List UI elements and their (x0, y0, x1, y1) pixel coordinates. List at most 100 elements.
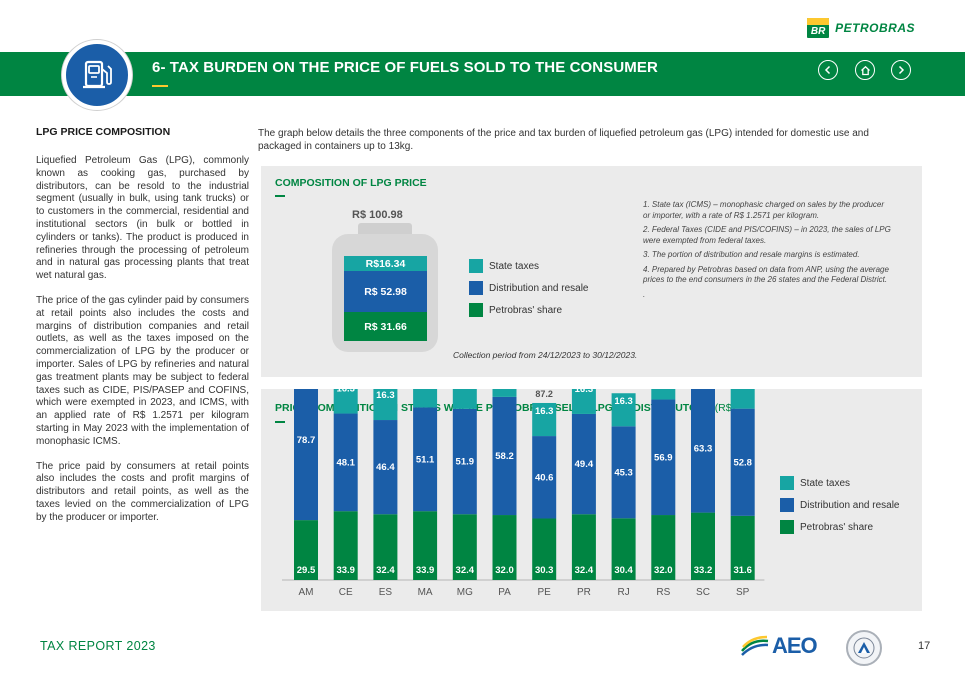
aeo-swoosh-icon (741, 635, 769, 656)
bar-ce-distribution-and-resale (333, 413, 358, 512)
data-label-mg-state-taxes: 16.3 (456, 389, 475, 390)
data-label-es-petrobras-share: 32.4 (376, 565, 395, 576)
tick-label-es: ES (379, 587, 393, 598)
bar-pa-petrobras-share (492, 515, 517, 580)
chevron-left-icon (824, 65, 831, 75)
bar-mg-state-taxes (452, 389, 477, 409)
data-label-ce-petrobras-share: 33.9 (336, 565, 355, 576)
bar-ma-petrobras-share (413, 511, 438, 580)
bar-rj-state-taxes (611, 393, 636, 427)
data-label-mg-petrobras-share: 32.4 (456, 565, 475, 576)
aeo-logo: AEO (740, 633, 818, 659)
bar-mg-petrobras-share (452, 514, 477, 580)
note-2: 2. Federal Taxes (CIDE and PIS/COFINS) –… (643, 225, 891, 245)
bar-rs-petrobras-share (651, 515, 676, 580)
lpg-paragraph-3: The price paid by consumers at retail po… (36, 460, 249, 523)
bar-es-distribution-and-resale (373, 420, 398, 515)
report-name: TAX REPORT 2023 (40, 639, 156, 653)
bar-sp-distribution-and-resale (730, 408, 755, 516)
petrobras-logo: BR (807, 18, 830, 38)
lpg-text-column: LPG PRICE COMPOSITION Liquefied Petroleu… (36, 126, 249, 537)
bar-pe-petrobras-share (532, 518, 557, 580)
states-chart-panel: PRICE COMPOSITION IN STATES WHERE PETROB… (261, 389, 922, 611)
state-taxes-segment: R$16.34 (344, 256, 427, 271)
cylinder-neck (358, 223, 412, 237)
bar-rj-petrobras-share (611, 518, 636, 580)
data-label-sp-petrobras-share: 31.6 (733, 565, 752, 576)
note-3: 3. The portion of distribution and resal… (643, 250, 860, 259)
bar-pr-distribution-and-resale (571, 413, 596, 515)
bar-es-state-taxes (373, 389, 398, 421)
data-label-sp-distribution-and-resale: 52.8 (733, 457, 752, 468)
bar-ma-state-taxes (413, 389, 438, 408)
tick-label-am: AM (299, 587, 314, 598)
tick-label-pe: PE (538, 587, 552, 598)
bar-sp-state-taxes (730, 389, 755, 409)
home-icon (860, 65, 870, 75)
note-1: 1. State tax (ICMS) – monophasic charged… (643, 200, 885, 220)
brand-name: PETROBRAS (835, 21, 915, 35)
data-label-mg-distribution-and-resale: 51.9 (456, 457, 475, 468)
legend-state-taxes: State taxes (469, 259, 589, 273)
notes-trailer: . (643, 289, 646, 299)
bar-pa-state-taxes (492, 389, 517, 397)
data-label-ce-distribution-and-resale: 48.1 (336, 457, 355, 468)
data-label-rj-state-taxes: 16.3 (614, 396, 633, 407)
chart-legend-distribution: Distribution and resale (780, 498, 900, 512)
tick-label-sp: SP (736, 587, 750, 598)
chart-legend-state-taxes: State taxes (780, 476, 900, 490)
data-label-es-state-taxes: 16.3 (376, 390, 395, 401)
lpg-paragraph-2: The price of the gas cylinder paid by co… (36, 294, 249, 447)
bar-es-petrobras-share (373, 514, 398, 580)
bar-rs-distribution-and-resale (651, 399, 676, 516)
tick-label-ce: CE (339, 587, 353, 598)
legend-petrobras: Petrobras' share (469, 303, 589, 317)
chart-legend-petrobras: Petrobras' share (780, 520, 900, 534)
states-chart-title-accent (275, 421, 285, 423)
states-chart-legend: State taxes Distribution and resale Petr… (780, 476, 900, 542)
data-label-pr-petrobras-share: 32.4 (575, 565, 594, 576)
data-label-ma-petrobras-share: 33.9 (416, 565, 435, 576)
title-accent (152, 85, 168, 87)
tick-label-rj: RJ (617, 587, 629, 598)
bar-rj-distribution-and-resale (611, 426, 636, 519)
bar-pa-distribution-and-resale (492, 396, 517, 516)
composition-legend: State taxes Distribution and resale Petr… (469, 259, 589, 325)
data-label-pe-distribution-and-resale: 40.6 (535, 472, 554, 483)
composition-title: COMPOSITION OF LPG PRICE (275, 177, 427, 189)
data-label-sp-state-taxes: 16.3 (733, 389, 752, 390)
lpg-heading: LPG PRICE COMPOSITION (36, 126, 171, 138)
composition-panel: COMPOSITION OF LPG PRICE R$ 100.98 R$16.… (261, 166, 922, 377)
legend-distribution: Distribution and resale (469, 281, 589, 295)
page-number: 17 (918, 640, 931, 652)
data-label-pe-state-taxes: 16.3 (535, 406, 554, 417)
collection-period: Collection period from 24/12/2023 to 30/… (453, 350, 638, 360)
page-title: 6- TAX BURDEN ON THE PRICE OF FUELS SOLD… (152, 59, 658, 76)
data-label-ce-state-taxes: 16.3 (336, 389, 355, 394)
data-label-pa-petrobras-share: 32.0 (495, 565, 514, 576)
composition-title-accent (275, 195, 285, 197)
composition-notes: 1. State tax (ICMS) – monophasic charged… (643, 200, 893, 304)
bar-ce-petrobras-share (333, 511, 358, 580)
bar-pe-state-taxes (532, 402, 557, 437)
bar-am-distribution-and-resale (294, 389, 318, 521)
cylinder-total: R$ 100.98 (352, 209, 403, 221)
certification-seal-icon (846, 630, 882, 666)
next-page-button[interactable] (891, 60, 911, 80)
petrobras-segment: R$ 31.66 (344, 312, 427, 341)
data-label-am-distribution-and-resale: 78.7 (297, 435, 316, 446)
tick-label-mg: MG (457, 587, 473, 598)
tick-label-pa: PA (498, 587, 511, 598)
data-label-sc-distribution-and-resale: 63.3 (694, 443, 713, 454)
bar-pe-distribution-and-resale (532, 436, 557, 519)
data-label-ma-distribution-and-resale: 51.1 (416, 454, 435, 465)
data-label-sc-petrobras-share: 33.2 (694, 565, 713, 576)
tick-label-rs: RS (656, 587, 670, 598)
home-button[interactable] (855, 60, 875, 80)
bar-pr-state-taxes (571, 389, 596, 414)
chevron-right-icon (898, 65, 905, 75)
previous-page-button[interactable] (818, 60, 838, 80)
bar-mg-distribution-and-resale (452, 408, 477, 515)
intro-text: The graph below details the three compon… (258, 128, 869, 152)
data-label-rs-petrobras-share: 32.0 (654, 565, 673, 576)
